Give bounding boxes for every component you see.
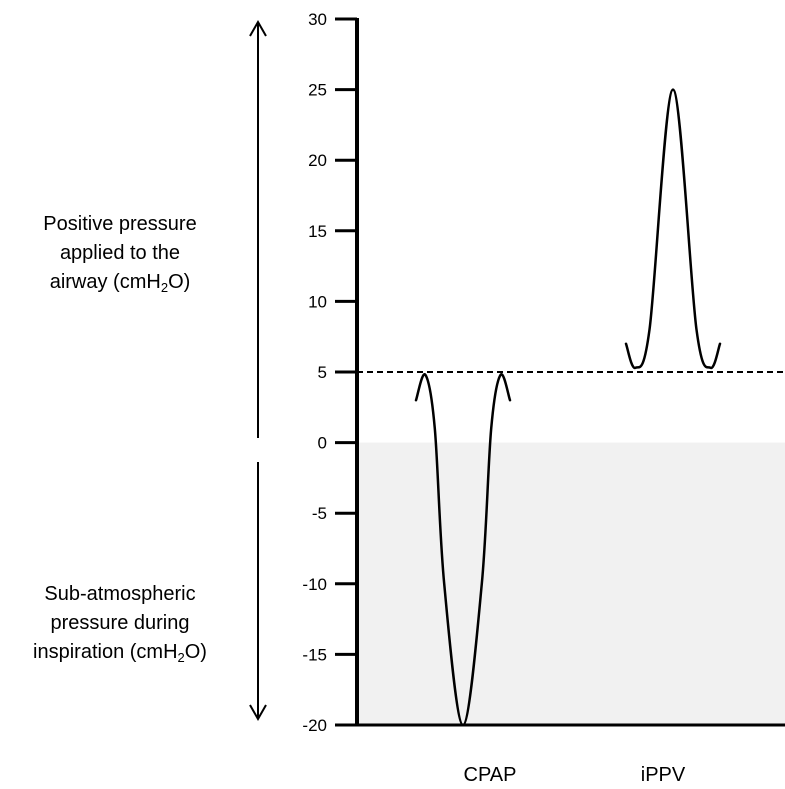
- up-arrowhead-icon: [249, 19, 267, 37]
- category-label-cpap: CPAP: [463, 764, 517, 786]
- sub-atmospheric-shaded-region: [357, 442, 785, 725]
- y-tick-label: 15: [308, 222, 327, 241]
- y-tick-label: -5: [312, 504, 327, 523]
- positive-pressure-label: Positive pressure applied to the airway …: [43, 213, 197, 295]
- y-tick-label: 0: [318, 434, 327, 453]
- sub-atmospheric-pressure-label: Sub-atmospheric pressure during inspirat…: [33, 583, 207, 665]
- pressure-curves: [414, 88, 722, 727]
- curve-cpap: [414, 373, 512, 727]
- category-label-ippv: iPPV: [640, 764, 686, 786]
- curve-ippv: [624, 88, 722, 370]
- side-arrows: [249, 19, 267, 722]
- y-tick-label: -15: [302, 645, 327, 664]
- y-tick-label: 10: [308, 292, 327, 311]
- y-tick-label: 20: [308, 151, 327, 170]
- y-tick-label: 5: [318, 363, 327, 382]
- y-tick-label: -20: [302, 716, 327, 735]
- y-tick-label: 30: [308, 10, 327, 29]
- y-tick-label: -10: [302, 575, 327, 594]
- y-tick-label: 25: [308, 81, 327, 100]
- y-axis-ticks: 30 25 20 15 10 5 0 -5 -10 -15 -20: [302, 10, 357, 735]
- down-arrowhead-icon: [249, 704, 267, 722]
